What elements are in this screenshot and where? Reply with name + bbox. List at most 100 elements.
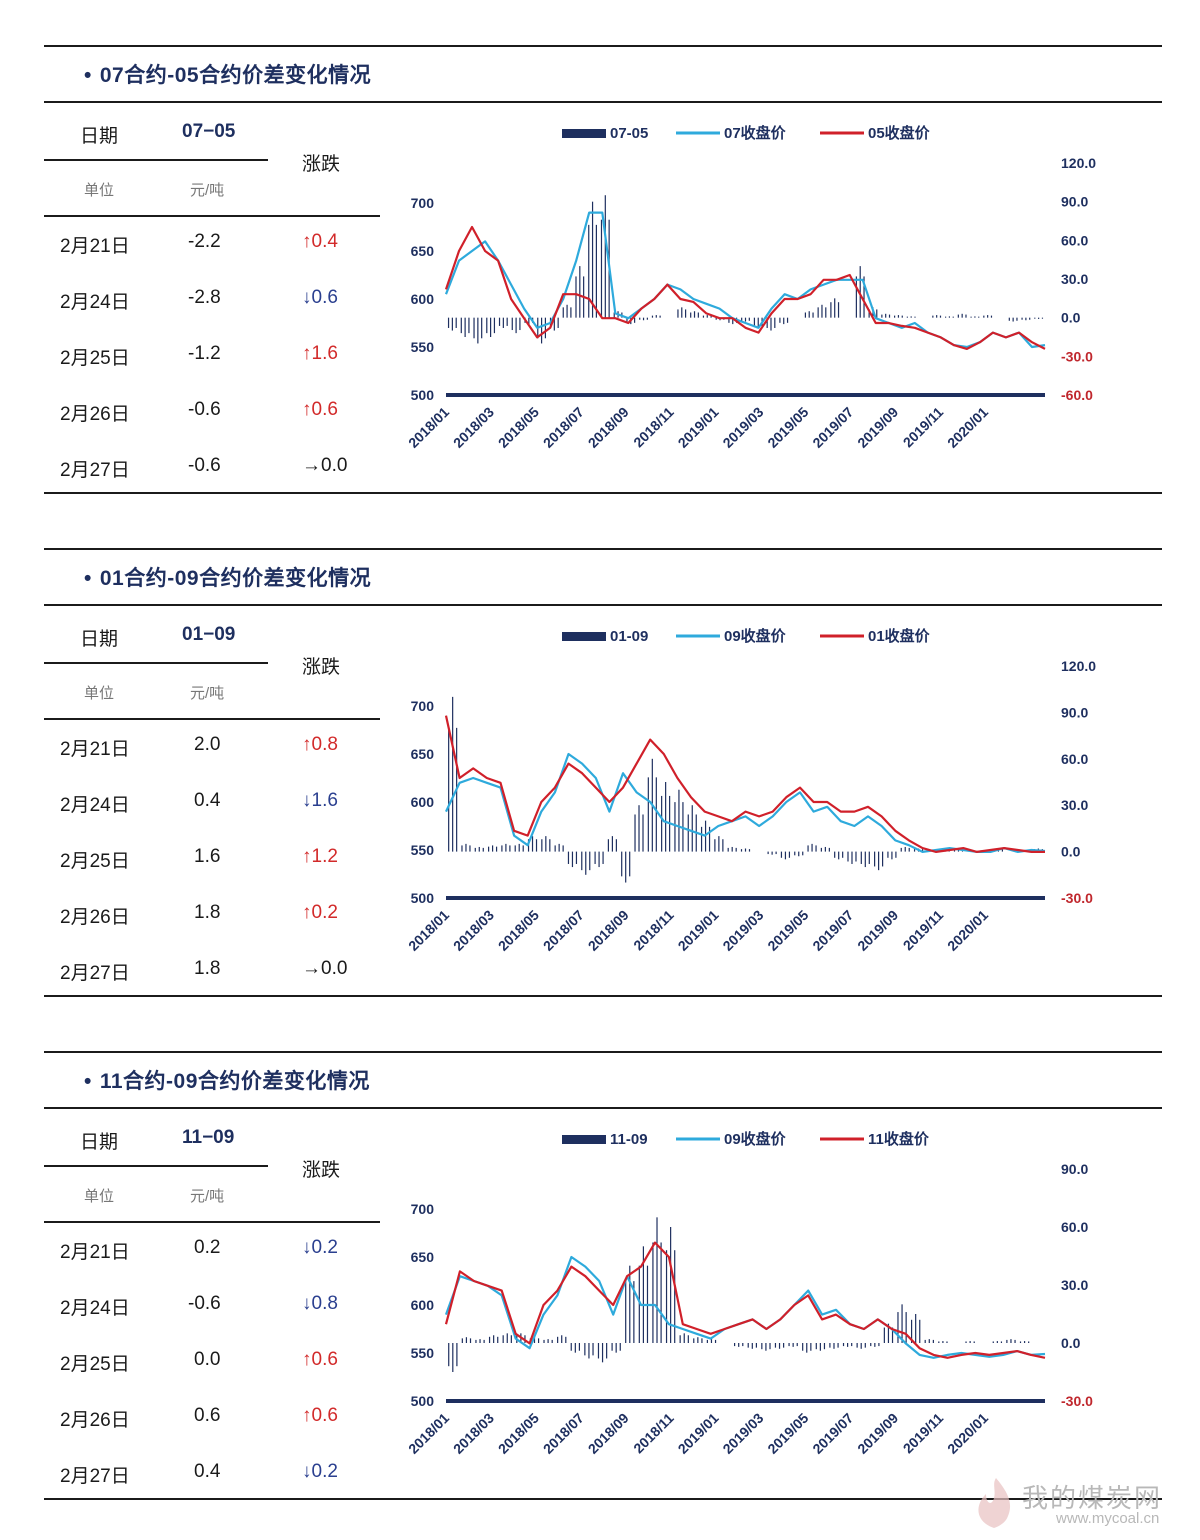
section-title-text: 11合约-09合约价差变化情况 (99, 1070, 370, 1093)
row-value: -2.8 (188, 287, 221, 308)
x-axis-tick: 2018/05 (495, 907, 542, 954)
spread-code-header: 11−09 (182, 1127, 235, 1148)
row-date: 2月26日 (60, 907, 130, 928)
x-axis-tick: 2018/09 (585, 404, 632, 451)
x-axis-tick: 2018/07 (540, 404, 587, 451)
watermark-site: 我的煤炭网 (1022, 1483, 1163, 1513)
x-axis-tick: 2019/09 (854, 1410, 901, 1457)
change-header: 涨跌 (302, 657, 341, 678)
left-axis-tick: 650 (411, 243, 435, 259)
row-value: 1.6 (194, 846, 221, 867)
spread-table: 日期 01−09 涨跌 单位 元/吨 2月21日 2.0 ↑0.8 2月24日 0.4 ↓1.6 2月… (44, 606, 384, 996)
bottom-rule (44, 492, 1162, 494)
row-change: →0.0 (302, 455, 347, 477)
change-value: 0.6 (311, 287, 338, 308)
change-value: 0.2 (311, 1237, 338, 1258)
unit-label: 单位 (84, 182, 115, 199)
row-date: 2月25日 (60, 348, 130, 369)
row-date: 2月27日 (60, 963, 130, 984)
left-axis-tick: 550 (411, 339, 435, 355)
x-axis-tick: 2018/03 (450, 404, 497, 451)
x-axis-tick: 2019/11 (900, 1410, 947, 1457)
spread-code-header: 07−05 (182, 121, 236, 142)
legend-item: 11收盘价 (820, 1130, 930, 1148)
header-rule (44, 1107, 1162, 1109)
x-axis-tick: 2018/07 (540, 907, 587, 954)
right-axis-tick: 0.0 (1061, 1335, 1081, 1351)
row-change: ↑0.2 (302, 902, 338, 924)
row-value: -1.2 (188, 343, 221, 364)
unit-value: 元/吨 (190, 1188, 225, 1205)
x-axis-tick: 2019/03 (719, 907, 766, 954)
x-axis-tick: 2018/01 (405, 1410, 452, 1457)
x-axis-tick: 2019/05 (764, 1410, 811, 1457)
legend-swatch (562, 1135, 606, 1144)
row-date: 2月24日 (60, 795, 130, 816)
flame-logo-icon (978, 1478, 1011, 1528)
row-value: -0.6 (188, 399, 221, 420)
arrow-down-icon: ↓ (302, 790, 312, 811)
series-line-b (444, 225, 1046, 350)
right-axis-tick: -30.0 (1061, 890, 1093, 906)
change-header: 涨跌 (302, 1160, 341, 1181)
left-axis-tick: 600 (411, 1297, 435, 1313)
row-change: ↓0.2 (302, 1461, 338, 1483)
legend-label: 07-05 (610, 125, 648, 142)
watermark-url: www.mycoal.cn (1056, 1510, 1160, 1527)
row-change: ↓0.2 (302, 1237, 338, 1259)
row-date: 2月27日 (60, 460, 130, 481)
x-axis-tick: 2019/11 (900, 404, 947, 451)
unit-value: 元/吨 (190, 182, 225, 199)
right-axis-tick: -60.0 (1061, 387, 1093, 403)
x-axis-tick: 2018/03 (450, 1410, 497, 1457)
x-axis-tick: 2019/05 (764, 907, 811, 954)
right-axis-tick: 90.0 (1061, 1161, 1088, 1177)
row-value: -0.6 (188, 455, 221, 476)
row-date: 2月26日 (60, 404, 130, 425)
arrow-down-icon: ↓ (302, 1237, 312, 1258)
row-value: 0.4 (194, 790, 221, 811)
bullet-icon: • (84, 567, 92, 590)
arrow-up-icon: ↑ (302, 1405, 312, 1426)
top-rule (44, 548, 1162, 550)
right-axis-tick: 30.0 (1061, 797, 1088, 813)
unit-label: 单位 (84, 1188, 115, 1205)
x-axis-tick: 2018/01 (405, 907, 452, 954)
series-line-b (444, 715, 1045, 853)
spread-section: • 07合约-05合约价差变化情况 日期 07−05 涨跌 单位 元/吨 2月21日 -2.2 ↑… (44, 45, 1162, 495)
left-axis-tick: 600 (411, 291, 435, 307)
legend-label: 09收盘价 (724, 627, 787, 645)
arrow-down-icon: ↓ (302, 1461, 312, 1482)
right-axis-tick: -30.0 (1061, 1393, 1093, 1409)
spread-chart: 07-05 07收盘价 05收盘价 700 650 600 550 500 120.0 90.0 6… (390, 103, 1120, 488)
legend-swatch (562, 632, 606, 641)
left-axis-tick: 550 (411, 1345, 435, 1361)
row-value: 1.8 (194, 958, 221, 979)
row-value: 0.0 (194, 1349, 221, 1370)
bullet-icon: • (84, 64, 92, 87)
bottom-rule (44, 1498, 1162, 1500)
x-axis-tick: 2018/07 (540, 1410, 587, 1457)
x-axis-tick: 2018/09 (585, 1410, 632, 1457)
divider (44, 159, 268, 161)
legend-item: 09收盘价 (676, 627, 787, 645)
x-axis-tick: 2019/03 (719, 1410, 766, 1457)
header-rule (44, 604, 1162, 606)
x-axis-tick: 2020/01 (944, 404, 991, 451)
row-date: 2月21日 (60, 236, 130, 257)
arrow-down-icon: ↓ (302, 287, 312, 308)
change-value: 1.2 (311, 846, 338, 867)
arrow-up-icon: ↑ (302, 902, 312, 923)
right-axis-tick: 120.0 (1061, 155, 1096, 171)
row-date: 2月24日 (60, 292, 130, 313)
row-change: ↑1.6 (302, 343, 338, 365)
divider (44, 718, 380, 720)
divider (44, 1165, 268, 1167)
legend-label: 01-09 (610, 628, 648, 645)
row-change: ↑0.6 (302, 1349, 338, 1371)
change-value: 0.8 (311, 734, 338, 755)
left-axis-tick: 700 (411, 195, 435, 211)
x-axis-tick: 2018/03 (450, 907, 497, 954)
spread-section: • 01合约-09合约价差变化情况 日期 01−09 涨跌 单位 元/吨 2月21日 2.0 ↑0… (44, 548, 1162, 998)
x-axis-tick: 2018/05 (495, 404, 542, 451)
